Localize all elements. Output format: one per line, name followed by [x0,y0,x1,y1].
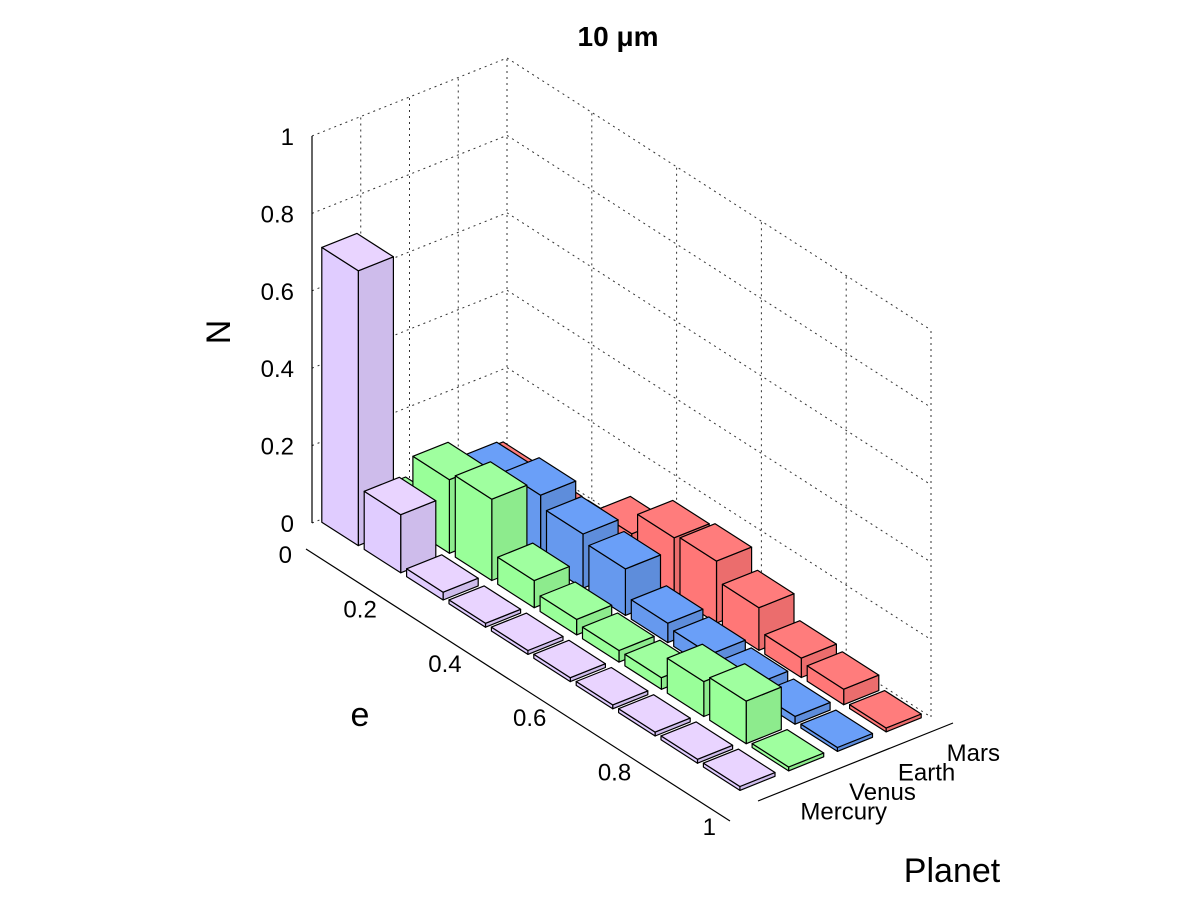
planet-tick-label: Mercury [800,798,887,825]
bar-face [448,585,522,624]
bar-face [721,569,795,609]
z-axis-label: N [200,320,238,345]
e-axis [305,548,731,822]
bar-face [751,728,825,768]
z-tick-label: 0.2 [261,434,294,461]
e-tick-label: 1 [703,814,716,841]
gridline [506,57,932,331]
bar-mercury-0 [321,232,394,547]
y-axis-label: Planet [904,852,1001,890]
bar-face [321,232,394,272]
bar-venus-9 [751,728,825,772]
bar-face [581,612,655,652]
bar-venus-8 [709,663,782,745]
bar-earth-9 [800,709,874,753]
gridline [311,289,508,369]
bar-face [497,542,570,582]
bar-mercury-7 [617,694,691,737]
planet-tick-label: Venus [849,779,916,806]
gridline [311,367,508,447]
e-tick-label: 0.4 [428,651,461,678]
bar-face [709,663,782,702]
bar-face [490,612,564,652]
bar-mercury-3 [448,585,522,628]
bar-mars-5 [679,523,753,624]
gridline [506,134,932,408]
e-tick-label: 0.2 [343,596,376,623]
bar-face [539,581,613,621]
chart-title: 10 μm [578,21,659,52]
gridline [311,212,508,292]
bar-face [454,461,528,500]
bar-face [321,246,359,547]
bar-face [848,689,922,729]
bar-mars-8 [806,651,880,706]
bar-face [630,585,704,624]
bar-face [588,530,662,570]
bar-mars-9 [848,689,922,733]
planet-tick-label: Mars [947,740,1000,767]
bar-mercury-8 [660,721,734,764]
bar-mercury-6 [575,666,649,710]
bar-face [575,666,649,706]
bar-mercury-5 [533,639,607,683]
planet-tick-label: Earth [898,759,955,786]
bar-face [660,721,734,760]
e-tick-label: 0.6 [513,705,546,732]
bars-layer [321,232,922,792]
bar-face [406,554,479,593]
planet-axis [757,722,954,802]
z-tick-label: 0 [281,511,294,538]
gridline [311,134,508,214]
z-tick-label: 0.4 [261,356,294,383]
bar-face [363,476,437,516]
tick-labels: 0 0.2 0.4 0.6 0.8 1 0 0.2 0.4 0.6 0.8 1 MercuryVenus… [261,124,1000,841]
e-tick-label: 0.8 [598,760,631,787]
gridline [311,57,508,137]
gridline [506,212,932,486]
z-tick-label: 0.6 [261,279,294,306]
bar-face [636,499,710,539]
x-axis-label: e [351,696,370,734]
bar-mercury-1 [363,476,437,574]
bar-face [503,457,577,496]
bar-face [533,639,607,679]
bar-face [617,694,691,733]
bar-mercury-2 [406,554,479,601]
bar-face [545,496,619,535]
bar-face [679,523,753,562]
z-tick-label: 0.8 [261,201,294,228]
z-tick-label: 1 [281,124,294,151]
bar-face [702,748,776,788]
bar-face [764,620,838,659]
bar-face [806,651,880,690]
e-tick-label: 0 [279,542,292,569]
bar-mercury-9 [702,748,776,792]
bar-mercury-4 [490,612,564,656]
bar-face [800,709,874,749]
